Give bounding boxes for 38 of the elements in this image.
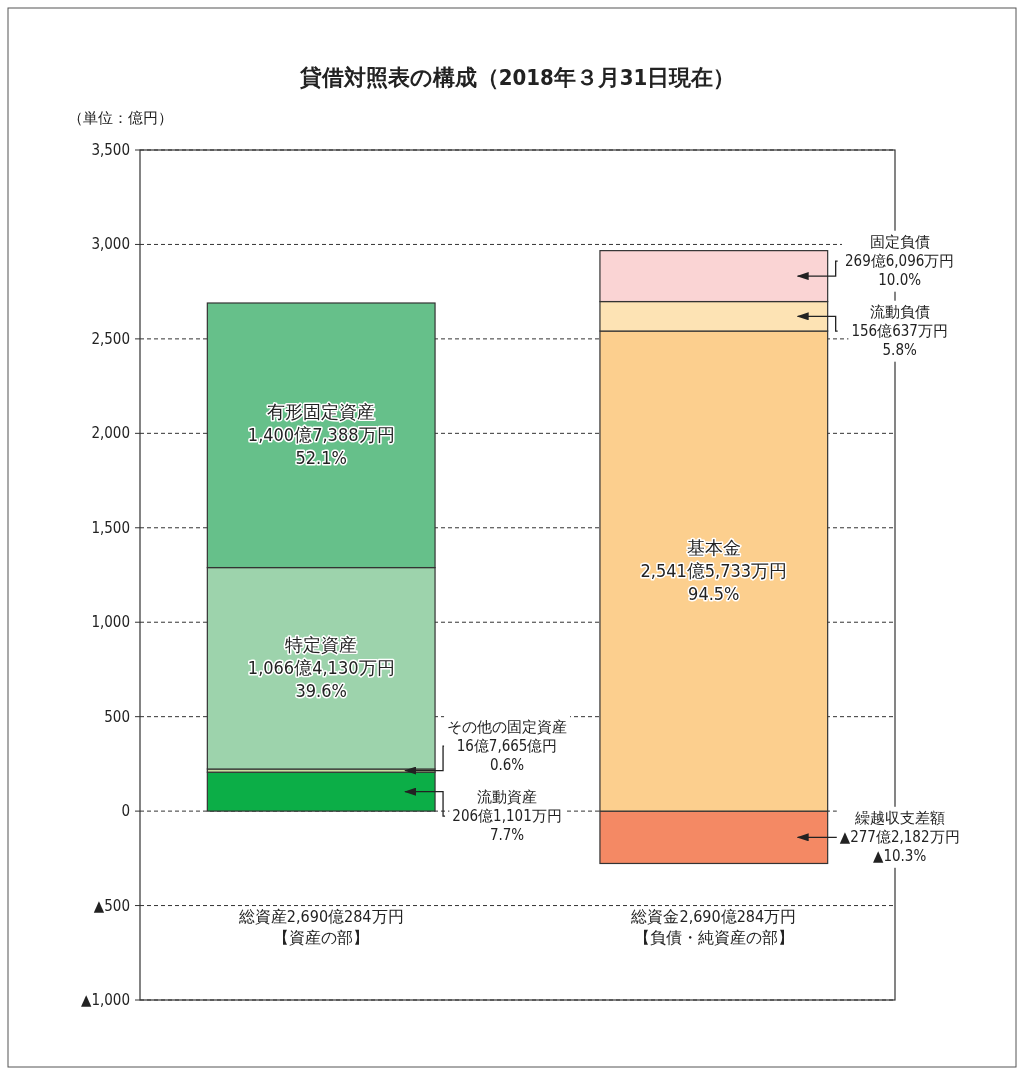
series-label: 基本金 <box>686 536 741 558</box>
text: 206億1,101万円 <box>452 806 562 825</box>
series-label: 特定資産 <box>285 633 358 655</box>
x-tick-label: 総資金2,690億284万円【負債・純資産の部】 <box>630 907 797 947</box>
text: 2,541億5,733万円 <box>640 559 788 581</box>
y-tick-label: ▲1,000 <box>81 991 130 1009</box>
text: 流動資産 <box>477 787 538 806</box>
y-tick-label: 3,500 <box>91 141 130 159</box>
text: 94.5% <box>688 582 740 604</box>
y-tick-label: 2,000 <box>91 424 130 443</box>
y-tick-label: 3,000 <box>91 235 130 254</box>
text: 0.6% <box>489 755 525 774</box>
text: 39.6% <box>295 679 347 701</box>
text: 7.7% <box>489 825 525 844</box>
text: ▲10.3% <box>873 846 927 865</box>
y-tick-label: 500 <box>104 707 130 726</box>
y-tick-label: 1,000 <box>91 613 130 632</box>
text: ▲277億2,182万円 <box>839 827 960 846</box>
text: 16億7,665億円 <box>456 736 558 755</box>
text: 156億637万円 <box>851 321 948 340</box>
text: 52.1% <box>295 446 347 468</box>
y-tick-label: 1,500 <box>91 518 130 537</box>
chart-title: 貸借対照表の構成（2018年３月31日現在） <box>298 65 736 90</box>
text: 1,066億4,130万円 <box>247 656 395 678</box>
y-tick-label: ▲500 <box>93 896 130 915</box>
series-label: 繰越収支差額 <box>853 808 945 827</box>
text: 流動負債 <box>869 302 930 321</box>
text: 10.0% <box>878 270 922 289</box>
y-tick-label: 0 <box>121 802 130 821</box>
x-tick-label: 総資産2,690億284万円【資産の部】 <box>237 907 404 947</box>
series-label: 有形固定資産 <box>267 400 376 422</box>
text: 269億6,096万円 <box>844 251 955 270</box>
y-axis-title: （単位：億円） <box>68 109 173 127</box>
text: 1,400億7,388万円 <box>247 423 395 445</box>
text: 固定負債 <box>869 232 930 251</box>
text: その他の固定資産 <box>447 717 568 736</box>
y-tick-label: 2,500 <box>91 329 130 348</box>
text: 5.8% <box>882 340 917 359</box>
